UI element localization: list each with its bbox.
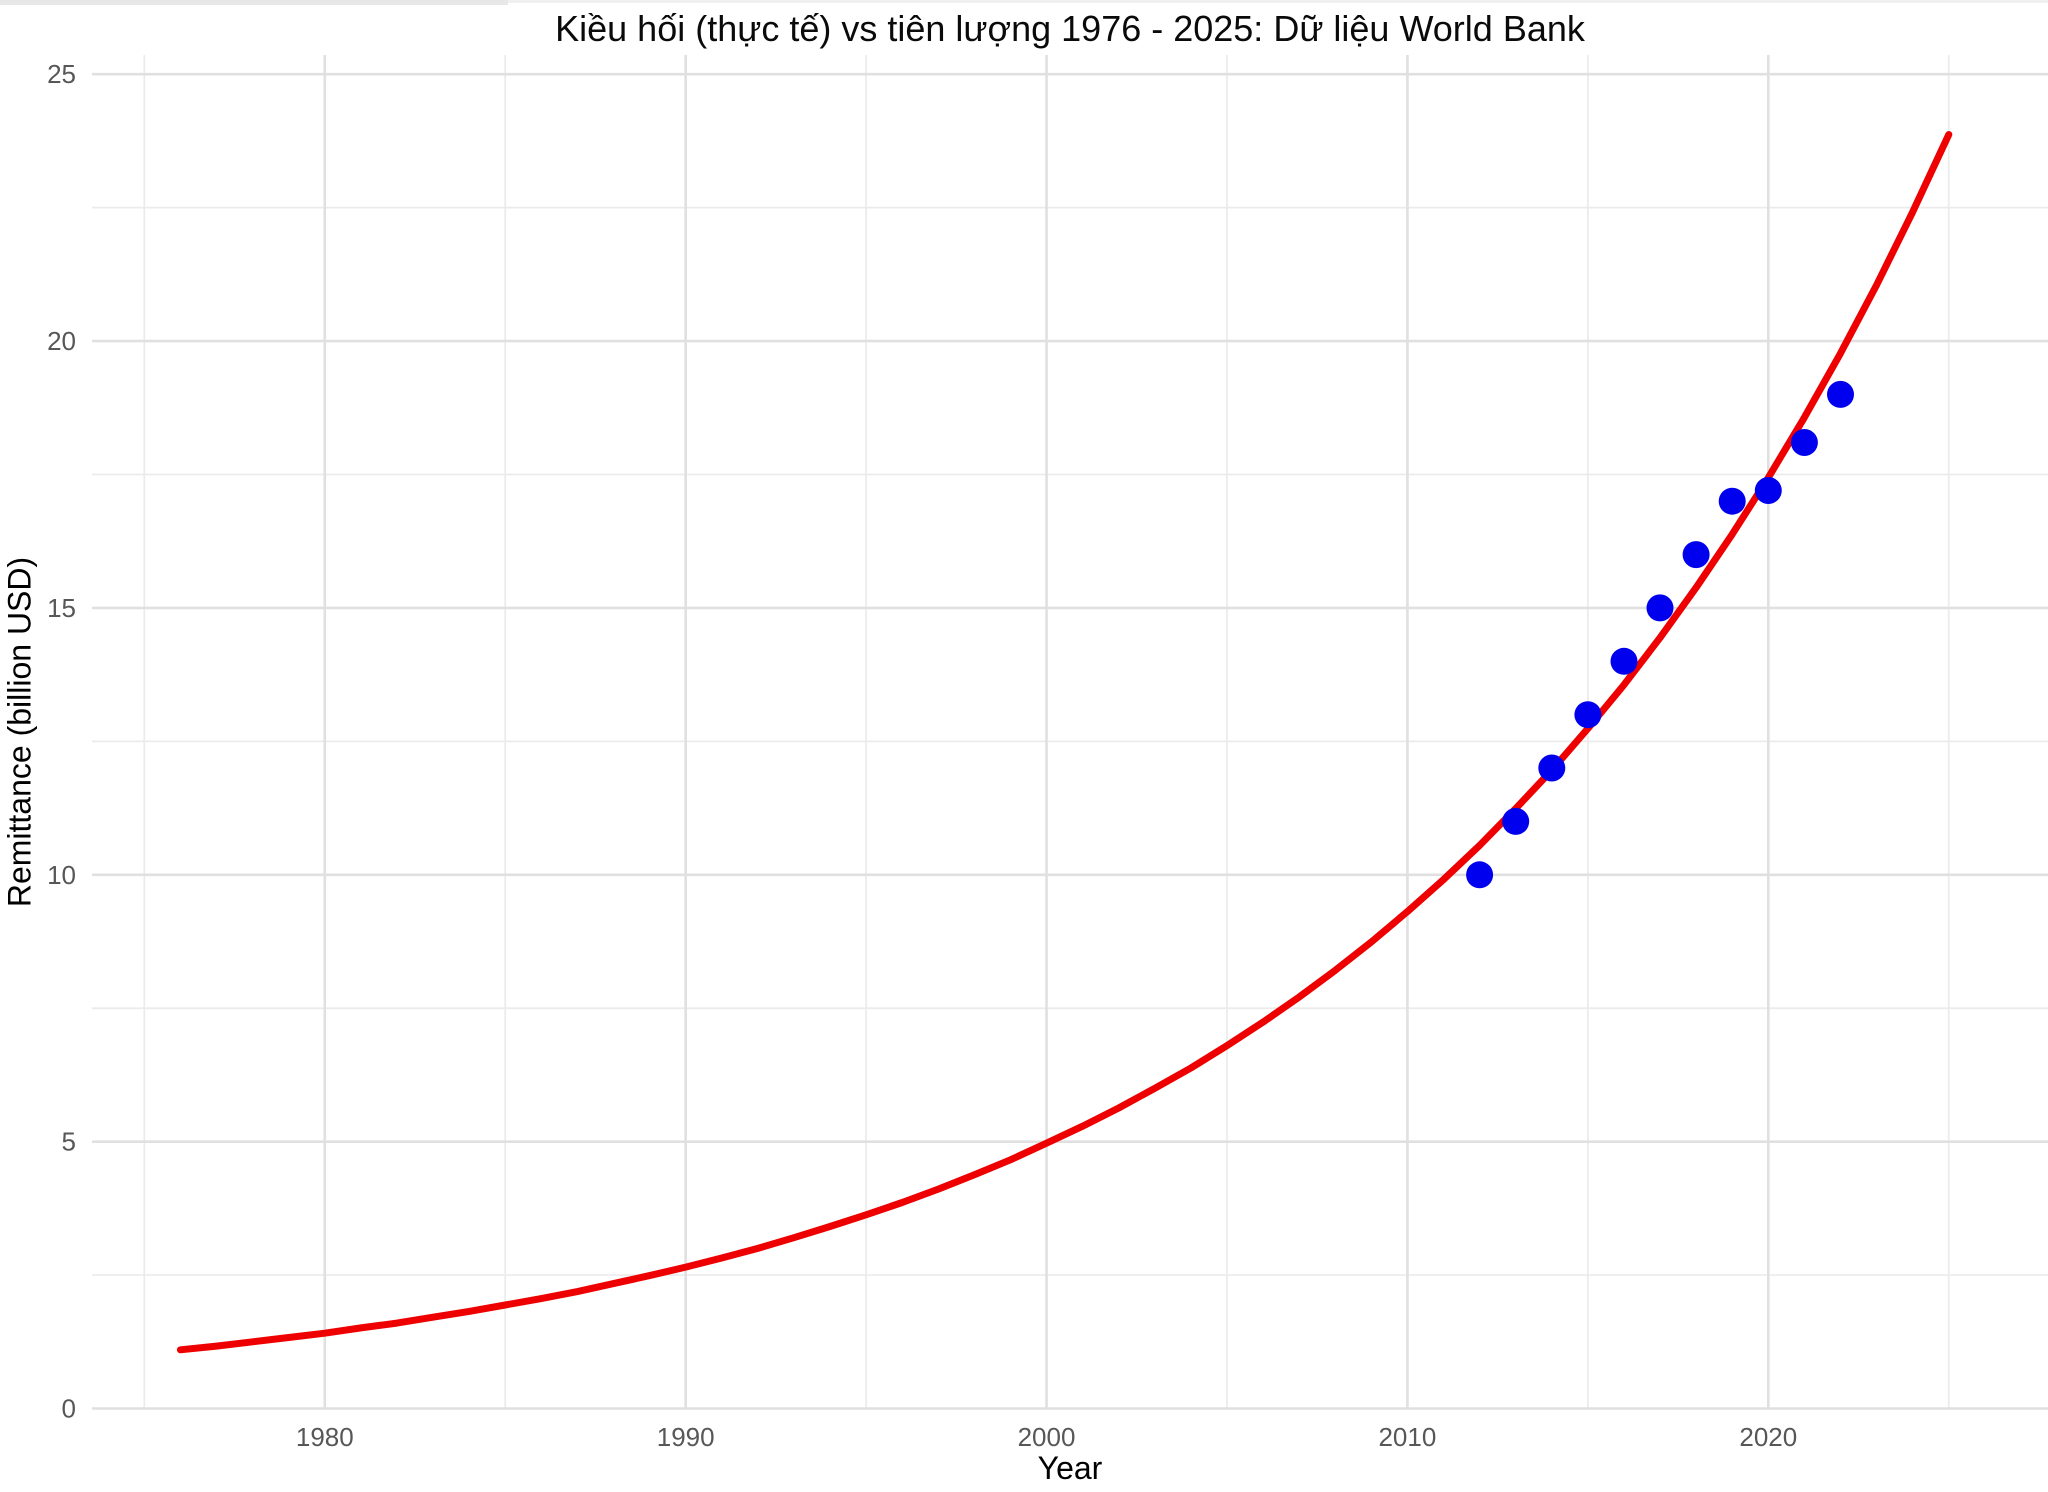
actual-data-point <box>1718 487 1746 515</box>
x-tick-label: 2000 <box>1018 1422 1076 1452</box>
x-tick-label: 2010 <box>1378 1422 1436 1452</box>
actual-data-point <box>1610 647 1638 675</box>
chart-title: Kiều hối (thực tế) vs tiên lượng 1976 - … <box>555 8 1585 49</box>
x-tick-label: 1990 <box>657 1422 715 1452</box>
actual-data-point <box>1754 477 1782 504</box>
y-tick-label: 15 <box>47 593 76 623</box>
actual-data-point <box>1827 380 1854 408</box>
y-tick-label: 25 <box>47 59 76 89</box>
x-axis-title: Year <box>1037 1450 1103 1486</box>
x-tick-label: 1980 <box>296 1422 354 1452</box>
actual-data-point <box>1682 541 1710 569</box>
x-tick-label: 2020 <box>1739 1422 1797 1452</box>
y-tick-label: 20 <box>47 326 76 356</box>
y-tick-label: 5 <box>62 1127 76 1157</box>
screenshot-top-edge-strip <box>0 0 2048 3</box>
actual-data-point <box>1502 807 1530 835</box>
y-tick-label: 10 <box>47 860 76 890</box>
y-tick-label: 0 <box>62 1394 76 1424</box>
actual-data-point <box>1538 754 1566 782</box>
actual-data-point <box>1790 429 1818 456</box>
screenshot-top-left-strip <box>0 0 508 5</box>
forecast-curve <box>176 131 1953 1354</box>
actual-data-point <box>1466 861 1494 889</box>
actual-data-point <box>1646 594 1674 622</box>
actual-data-point <box>1574 701 1602 729</box>
